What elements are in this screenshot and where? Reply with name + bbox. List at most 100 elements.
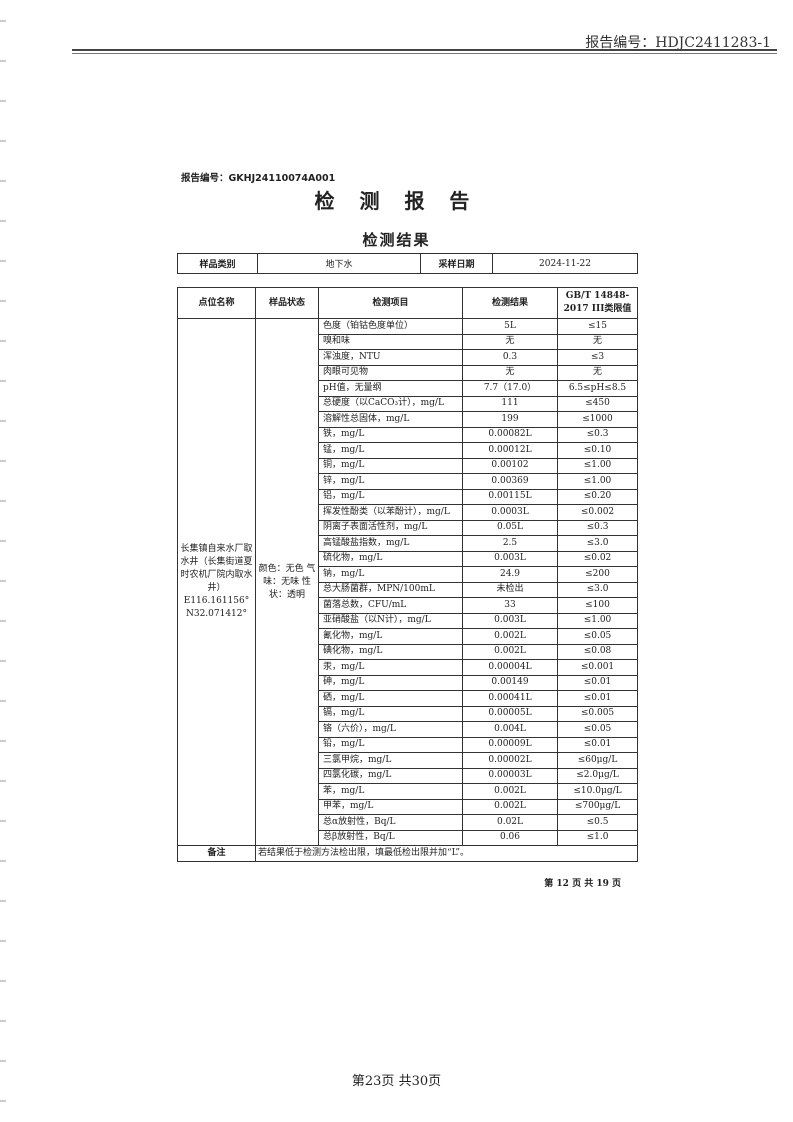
result-cell: 0.00002L bbox=[462, 752, 558, 769]
item-cell: 总硬度（以CaCO₃计），mg/L bbox=[318, 395, 463, 412]
limit-cell: ≤1.0 bbox=[557, 829, 638, 846]
limit-cell: ≤0.002 bbox=[557, 504, 638, 521]
result-cell: 2.5 bbox=[462, 535, 558, 552]
sample-date-value: 2024-11-22 bbox=[492, 253, 638, 274]
sample-state-cell: 颜色：无色 气味：无味 性状：透明 bbox=[255, 318, 319, 846]
limit-cell: ≤700μg/L bbox=[557, 798, 638, 815]
result-cell: 0.05L bbox=[462, 519, 558, 536]
sample-type-label: 样品类别 bbox=[177, 253, 258, 274]
sample-date-label: 采样日期 bbox=[420, 253, 493, 274]
table-row: 菌落总数，CFU/mL 33 ≤100 bbox=[178, 597, 638, 614]
item-cell: 四氯化碳，mg/L bbox=[318, 767, 463, 784]
item-cell: 浑浊度，NTU bbox=[318, 349, 463, 366]
result-cell: 0.002L bbox=[462, 783, 558, 800]
note-text: 若结果低于检测方法检出限，填最低检出限并加“L”。 bbox=[255, 845, 638, 862]
table-row: 嗅和味无无 bbox=[178, 333, 638, 350]
limit-cell: ≤0.005 bbox=[557, 705, 638, 722]
limit-cell: ≤0.01 bbox=[557, 690, 638, 707]
item-cell: 肉眼可见物 bbox=[318, 364, 463, 381]
item-cell: pH值，无量纲 bbox=[318, 380, 463, 397]
result-cell: 0.002L bbox=[462, 643, 558, 660]
item-cell: 阴离子表面活性剂，mg/L bbox=[318, 519, 463, 536]
table-row: 铜，mg/L 0.00102 ≤1.00 bbox=[178, 457, 638, 474]
item-cell: 三氯甲烷，mg/L bbox=[318, 752, 463, 769]
item-cell: 溶解性总固体，mg/L bbox=[318, 411, 463, 428]
limit-cell: ≤60μg/L bbox=[557, 752, 638, 769]
result-cell: 0.06 bbox=[462, 829, 558, 846]
table-row: 锌，mg/L 0.00369 ≤1.00 bbox=[178, 473, 638, 490]
limit-cell: 无 bbox=[557, 333, 638, 350]
inner-page-number: 第 12 页 共 19 页 bbox=[544, 879, 621, 889]
table-row: 甲苯，mg/L 0.002L ≤700μg/L bbox=[178, 798, 638, 815]
limit-cell: ≤0.05 bbox=[557, 721, 638, 738]
result-cell: 0.02L bbox=[462, 814, 558, 831]
result-cell: 0.002L bbox=[462, 798, 558, 815]
limit-cell: ≤450 bbox=[557, 395, 638, 412]
sample-type-value: 地下水 bbox=[257, 253, 421, 274]
item-cell: 砷，mg/L bbox=[318, 674, 463, 691]
limit-cell: ≤1.00 bbox=[557, 473, 638, 490]
table-header-row: 点位名称 样品状态 检测项目 检测结果 GB/T 14848-2017 III类… bbox=[177, 287, 638, 319]
item-cell: 硒，mg/L bbox=[318, 690, 463, 707]
result-cell: 0.00115L bbox=[462, 488, 558, 505]
result-cell: 5L bbox=[462, 318, 558, 335]
table-row: 苯，mg/L 0.002L ≤10.0μg/L bbox=[178, 783, 638, 800]
table-row: 铅，mg/L 0.00009L ≤0.01 bbox=[178, 736, 638, 753]
item-cell: 总β放射性，Bq/L bbox=[318, 829, 463, 846]
limit-cell: 无 bbox=[557, 364, 638, 381]
item-cell: 镉，mg/L bbox=[318, 705, 463, 722]
limit-cell: ≤100 bbox=[557, 597, 638, 614]
note-label: 备注 bbox=[177, 845, 256, 862]
item-cell: 苯，mg/L bbox=[318, 783, 463, 800]
item-cell: 锌，mg/L bbox=[318, 473, 463, 490]
result-cell: 0.002L bbox=[462, 628, 558, 645]
item-cell: 铝，mg/L bbox=[318, 488, 463, 505]
results-table: 点位名称 样品状态 检测项目 检测结果 GB/T 14848-2017 III类… bbox=[177, 287, 638, 862]
result-cell: 0.00009L bbox=[462, 736, 558, 753]
limit-cell: ≤200 bbox=[557, 566, 638, 583]
item-cell: 菌落总数，CFU/mL bbox=[318, 597, 463, 614]
limit-cell: ≤0.08 bbox=[557, 643, 638, 660]
item-cell: 铁，mg/L bbox=[318, 426, 463, 443]
result-cell: 无 bbox=[462, 364, 558, 381]
table-row: pH值，无量纲 7.7（17.0） 6.5≤pH≤8.5 bbox=[178, 380, 638, 397]
limit-cell: ≤1.00 bbox=[557, 612, 638, 629]
header-divider-thin bbox=[72, 53, 777, 54]
table-row: 汞，mg/L 0.00004L ≤0.001 bbox=[178, 659, 638, 676]
item-cell: 铬（六价），mg/L bbox=[318, 721, 463, 738]
location-cell: 长集镇自来水厂取水井（长集街道夏时农机厂院内取水井）E116.161156° N… bbox=[177, 318, 256, 846]
header-location: 点位名称 bbox=[177, 287, 256, 319]
item-cell: 高锰酸盐指数，mg/L bbox=[318, 535, 463, 552]
limit-cell: ≤0.20 bbox=[557, 488, 638, 505]
inner-report-number: 报告编号：GKHJ24110074A001 bbox=[181, 173, 336, 184]
limit-cell: ≤0.01 bbox=[557, 674, 638, 691]
item-cell: 氰化物，mg/L bbox=[318, 628, 463, 645]
result-cell: 0.00369 bbox=[462, 473, 558, 490]
table-row: 铬（六价），mg/L 0.004L ≤0.05 bbox=[178, 721, 638, 738]
header-state: 样品状态 bbox=[255, 287, 319, 319]
result-cell: 0.00004L bbox=[462, 659, 558, 676]
scan-artifact bbox=[0, 0, 6, 1122]
limit-cell: ≤1.00 bbox=[557, 457, 638, 474]
item-cell: 挥发性酚类（以苯酚计），mg/L bbox=[318, 504, 463, 521]
table-row: 长集镇自来水厂取水井（长集街道夏时农机厂院内取水井）E116.161156° N… bbox=[177, 318, 638, 846]
limit-cell: ≤0.3 bbox=[557, 426, 638, 443]
result-cell: 0.00005L bbox=[462, 705, 558, 722]
footer-page-number: 第23页 共30页 bbox=[351, 1074, 442, 1089]
result-cell: 0.004L bbox=[462, 721, 558, 738]
result-cell: 0.00012L bbox=[462, 442, 558, 459]
table-row: 铁，mg/L 0.00082L ≤0.3 bbox=[178, 426, 638, 443]
limit-cell: ≤1000 bbox=[557, 411, 638, 428]
table-row: 总α放射性，Bq/L 0.02L ≤0.5 bbox=[178, 814, 638, 831]
item-cell: 铜，mg/L bbox=[318, 457, 463, 474]
limit-cell: ≤0.5 bbox=[557, 814, 638, 831]
table-row: 总硬度（以CaCO₃计），mg/L 111 ≤450 bbox=[178, 395, 638, 412]
result-cell: 0.00041L bbox=[462, 690, 558, 707]
table-row: 四氯化碳，mg/L 0.00003L ≤2.0μg/L bbox=[178, 767, 638, 784]
limit-cell: ≤0.01 bbox=[557, 736, 638, 753]
limit-cell: ≤3.0 bbox=[557, 581, 638, 598]
item-cell: 铅，mg/L bbox=[318, 736, 463, 753]
result-cell: 未检出 bbox=[462, 581, 558, 598]
item-cell: 色度（铂钴色度单位） bbox=[318, 318, 463, 335]
item-cell: 嗅和味 bbox=[318, 333, 463, 350]
